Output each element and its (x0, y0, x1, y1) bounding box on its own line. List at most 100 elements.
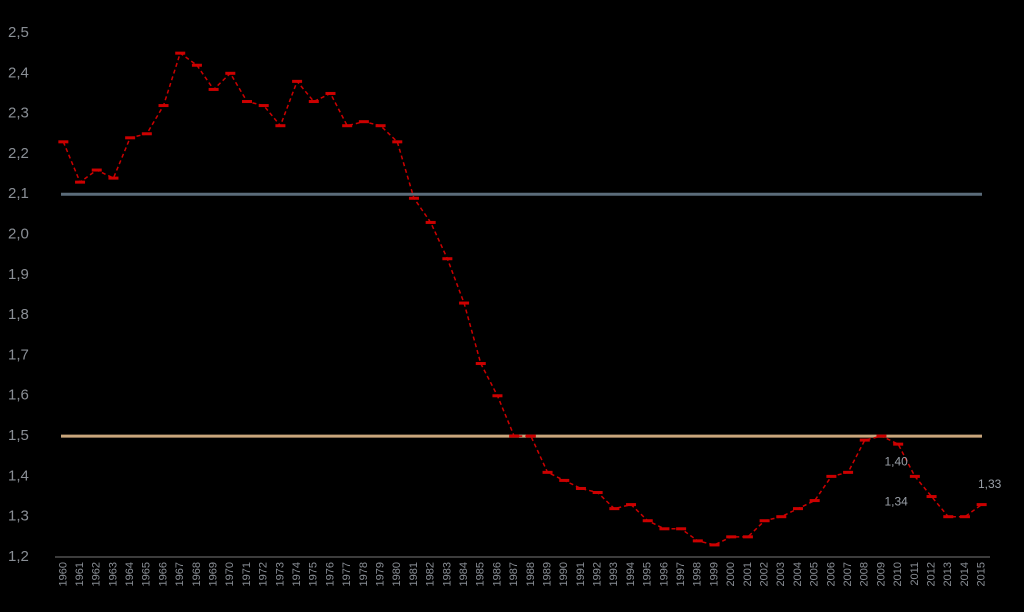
data-point (358, 120, 369, 124)
data-point (826, 474, 837, 478)
data-point (659, 527, 670, 531)
x-tick-label: 1993 (608, 562, 620, 586)
data-point (792, 507, 803, 511)
x-tick-label: 1978 (358, 562, 370, 586)
data-point (626, 503, 637, 507)
data-point (242, 100, 253, 104)
annotation: 1,33 (978, 477, 1002, 491)
x-tick-label: 1992 (592, 562, 604, 586)
data-point (141, 132, 152, 136)
data-point (108, 176, 119, 180)
y-tick-label: 1,7 (8, 346, 29, 363)
x-tick-label: 1972 (258, 562, 270, 586)
x-tick-label: 2004 (792, 562, 804, 586)
data-point (525, 434, 536, 438)
x-tick-label: 1982 (425, 562, 437, 586)
y-tick-label: 2,4 (8, 64, 29, 81)
y-tick-label: 1,4 (8, 467, 29, 484)
data-point (876, 434, 887, 438)
data-point (959, 515, 970, 519)
x-tick-label: 2009 (875, 562, 887, 586)
x-tick-label: 1961 (74, 562, 86, 586)
data-point (492, 394, 503, 398)
data-point (726, 535, 737, 539)
y-tick-label: 1,8 (8, 306, 29, 323)
x-tick-label: 1967 (174, 562, 186, 586)
annotation: 1,40 (884, 455, 908, 469)
data-point (859, 438, 870, 442)
data-point (342, 124, 353, 128)
data-point (225, 71, 236, 75)
data-line (62, 51, 983, 546)
x-tick-label: 2014 (959, 562, 971, 586)
x-tick-label: 1980 (391, 562, 403, 586)
x-tick-label: 1979 (374, 562, 386, 586)
x-tick-label: 1997 (675, 562, 687, 586)
data-point (408, 196, 419, 200)
data-point (575, 486, 586, 490)
x-tick-label: 1990 (558, 562, 570, 586)
x-tick-label: 2015 (976, 562, 988, 586)
x-tick-label: 1998 (692, 562, 704, 586)
data-point (542, 470, 553, 474)
x-tick-label: 2006 (825, 562, 837, 586)
y-tick-label: 2,5 (8, 24, 29, 41)
y-tick-label: 1,3 (8, 508, 29, 525)
data-point (709, 543, 720, 547)
data-point (442, 257, 453, 261)
x-tick-label: 2001 (742, 562, 754, 586)
data-point (509, 434, 520, 438)
data-point (191, 63, 202, 67)
x-tick-label: 1964 (124, 562, 136, 586)
data-point (308, 100, 319, 104)
data-point (459, 301, 470, 305)
x-tick-label: 1966 (157, 562, 169, 586)
y-tick-label: 2,2 (8, 145, 29, 162)
data-point (759, 519, 770, 523)
data-point (592, 491, 603, 495)
data-point (275, 124, 286, 128)
data-point (75, 180, 86, 184)
x-tick-label: 2008 (859, 562, 871, 586)
x-tick-label: 1973 (274, 562, 286, 586)
x-tick-label: 1988 (525, 562, 537, 586)
x-tick-label: 1970 (224, 562, 236, 586)
x-tick-label: 1996 (658, 562, 670, 586)
data-point (742, 535, 753, 539)
data-point (175, 51, 186, 55)
x-tick-label: 1968 (191, 562, 203, 586)
data-point (425, 220, 436, 224)
x-tick-label: 1994 (625, 562, 637, 586)
data-point (375, 124, 386, 128)
data-point (125, 136, 136, 140)
x-tick-label: 1984 (458, 562, 470, 586)
x-tick-label: 2005 (809, 562, 821, 586)
x-tick-label: 2013 (942, 562, 954, 586)
data-point (676, 527, 687, 531)
data-point (475, 362, 486, 366)
y-tick-label: 2,1 (8, 185, 29, 202)
data-point (926, 495, 937, 499)
y-tick-label: 1,5 (8, 427, 29, 444)
x-tick-label: 1975 (308, 562, 320, 586)
x-tick-label: 2002 (759, 562, 771, 586)
y-tick-label: 1,2 (8, 548, 29, 565)
data-point (58, 140, 69, 144)
x-tick-label: 2010 (892, 562, 904, 586)
x-tick-label: 1985 (475, 562, 487, 586)
data-point (292, 79, 303, 83)
data-point (325, 91, 336, 95)
x-tick-label: 1986 (491, 562, 503, 586)
annotation: 1,34 (884, 495, 908, 509)
x-tick-label: 1989 (541, 562, 553, 586)
data-point (158, 104, 169, 108)
x-tick-label: 1995 (642, 562, 654, 586)
data-point (809, 499, 820, 503)
x-tick-label: 1987 (508, 562, 520, 586)
x-tick-label: 1962 (91, 562, 103, 586)
x-tick-label: 2011 (909, 562, 921, 586)
data-point (776, 515, 787, 519)
data-point (893, 442, 904, 446)
